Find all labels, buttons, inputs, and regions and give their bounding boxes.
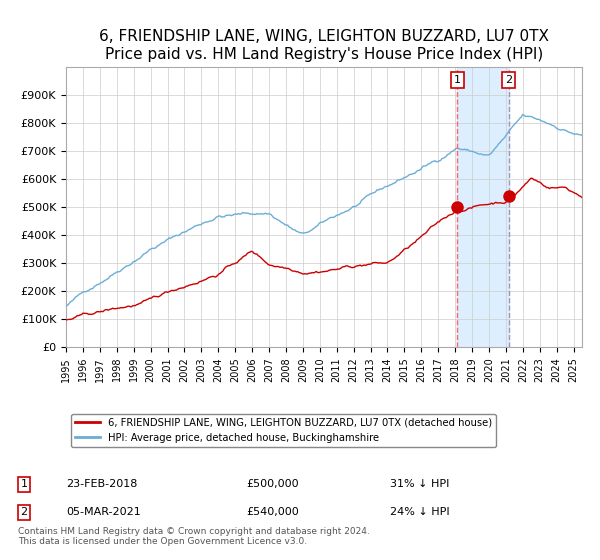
Bar	[457, 67, 509, 347]
Title: 6, FRIENDSHIP LANE, WING, LEIGHTON BUZZARD, LU7 0TX
Price paid vs. HM Land Regis: 6, FRIENDSHIP LANE, WING, LEIGHTON BUZZA…	[99, 30, 549, 62]
Text: 2: 2	[505, 75, 512, 85]
Text: 1: 1	[454, 75, 461, 85]
Text: 05-MAR-2021: 05-MAR-2021	[66, 507, 141, 517]
Text: 2: 2	[20, 507, 28, 517]
Text: 23-FEB-2018: 23-FEB-2018	[66, 479, 137, 489]
Text: 1: 1	[20, 479, 28, 489]
Text: 31% ↓ HPI: 31% ↓ HPI	[390, 479, 449, 489]
Legend: 6, FRIENDSHIP LANE, WING, LEIGHTON BUZZARD, LU7 0TX (detached house), HPI: Avera: 6, FRIENDSHIP LANE, WING, LEIGHTON BUZZA…	[71, 414, 496, 447]
Text: £540,000: £540,000	[246, 507, 299, 517]
Text: £500,000: £500,000	[246, 479, 299, 489]
Text: Contains HM Land Registry data © Crown copyright and database right 2024.
This d: Contains HM Land Registry data © Crown c…	[18, 526, 370, 546]
Text: 24% ↓ HPI: 24% ↓ HPI	[390, 507, 449, 517]
